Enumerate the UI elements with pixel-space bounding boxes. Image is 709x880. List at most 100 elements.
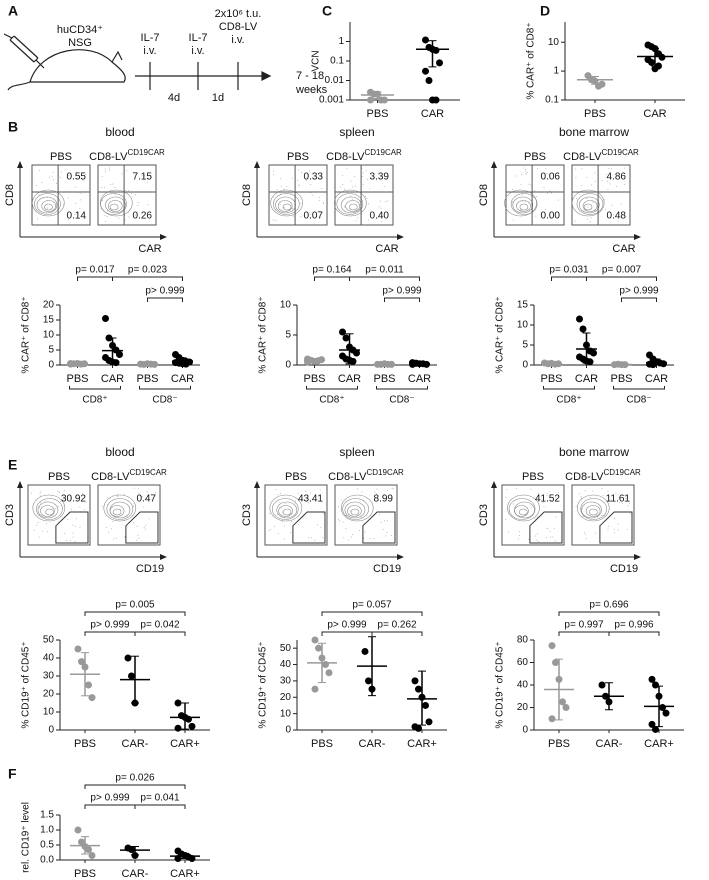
event-dot: [38, 194, 40, 196]
contour: [504, 189, 537, 217]
event-dot: [318, 199, 320, 201]
x-tick-label: PBS: [373, 373, 395, 385]
y-axis-label: rel. CD19⁺ level: [21, 802, 32, 873]
event-dot: [46, 203, 48, 205]
event-dot: [629, 512, 631, 514]
event-dot: [79, 207, 81, 209]
contour: [514, 501, 535, 519]
y-tick-label: 30: [280, 676, 292, 687]
event-dot: [606, 180, 608, 182]
event-dot: [369, 537, 371, 539]
event-dot: [390, 534, 392, 536]
y-axis-label: % CAR⁺ of CD8⁺: [21, 296, 32, 373]
panel-label: C: [322, 3, 332, 19]
data-point: [422, 701, 429, 709]
event-dot: [343, 188, 345, 190]
event-dot: [378, 205, 380, 207]
x-tick-label: CAR-: [596, 738, 623, 750]
event-dot: [57, 491, 59, 493]
event-dot: [615, 185, 617, 187]
data-point: [78, 658, 85, 666]
event-dot: [574, 220, 576, 222]
event-dot: [268, 530, 270, 532]
label-main: CD8-LV: [565, 471, 604, 483]
arrow-head: [397, 554, 404, 560]
event-dot: [279, 193, 281, 195]
event-dot: [309, 213, 311, 215]
contour: [576, 193, 604, 215]
event-dot: [132, 505, 134, 507]
p-value: p> 0.999: [90, 793, 130, 804]
panel-label: A: [8, 3, 18, 19]
sample-label: CD8-LVCD19CAR: [326, 148, 402, 163]
event-dot: [606, 173, 608, 175]
event-dot: [576, 197, 578, 199]
event-dot: [355, 220, 357, 222]
event-dot: [628, 500, 630, 502]
significance-bracket: [112, 276, 183, 281]
event-dot: [545, 537, 547, 539]
x-tick-label: CAR+: [407, 738, 437, 750]
event-dot: [49, 176, 51, 178]
flow-axis-label: CD8: [4, 184, 16, 206]
event-dot: [553, 173, 555, 175]
y-tick-label: 30: [43, 671, 55, 682]
data-point: [579, 325, 587, 333]
data-point: [85, 681, 92, 689]
data-point: [648, 675, 656, 683]
schema-text: NSG: [68, 37, 92, 49]
event-dot: [300, 216, 302, 218]
event-dot: [626, 528, 628, 530]
x-tick-label: PBS: [74, 868, 96, 880]
data-point: [325, 669, 333, 677]
label-main: CD8-LV: [326, 151, 365, 163]
contour: [109, 203, 119, 211]
event-dot: [79, 506, 81, 508]
event-dot: [108, 503, 110, 505]
y-tick-label: 80: [517, 635, 529, 646]
label-main: PBS: [48, 471, 70, 483]
group-label: CD8⁺: [556, 395, 581, 406]
data-point: [432, 96, 440, 104]
y-tick-label: 60: [517, 657, 529, 668]
label-main: PBS: [285, 471, 307, 483]
p-value: p= 0.164: [312, 265, 352, 276]
event-dot: [107, 504, 109, 506]
event-dot: [126, 170, 128, 172]
event-dot: [610, 499, 612, 501]
x-tick-label: CAR-: [122, 738, 149, 750]
event-dot: [44, 190, 46, 192]
event-dot: [42, 530, 44, 532]
event-dot: [55, 208, 57, 210]
x-tick-label: CAR: [575, 373, 598, 385]
event-dot: [607, 188, 609, 190]
event-dot: [72, 536, 74, 538]
contour: [37, 501, 59, 519]
group-label: CD8⁻: [626, 395, 651, 406]
data-point: [315, 644, 322, 652]
event-dot: [385, 535, 387, 537]
y-tick-label: 10: [280, 708, 292, 719]
event-dot: [30, 492, 32, 494]
event-dot: [316, 524, 318, 526]
event-dot: [281, 511, 283, 513]
event-dot: [549, 190, 551, 192]
event-dot: [580, 496, 582, 498]
event-dot: [345, 501, 347, 503]
event-dot: [367, 203, 369, 205]
event-dot: [316, 499, 318, 501]
event-dot: [44, 500, 46, 502]
event-dot: [109, 169, 111, 171]
data-point: [648, 58, 655, 66]
event-dot: [280, 178, 282, 180]
event-dot: [345, 528, 347, 530]
event-dot: [628, 502, 630, 504]
event-dot: [351, 495, 353, 497]
event-dot: [280, 186, 282, 188]
event-dot: [537, 493, 539, 495]
y-tick-label: 10: [517, 320, 529, 331]
event-dot: [525, 170, 527, 172]
event-dot: [558, 492, 560, 494]
data-point: [381, 96, 388, 104]
event-dot: [74, 526, 76, 528]
